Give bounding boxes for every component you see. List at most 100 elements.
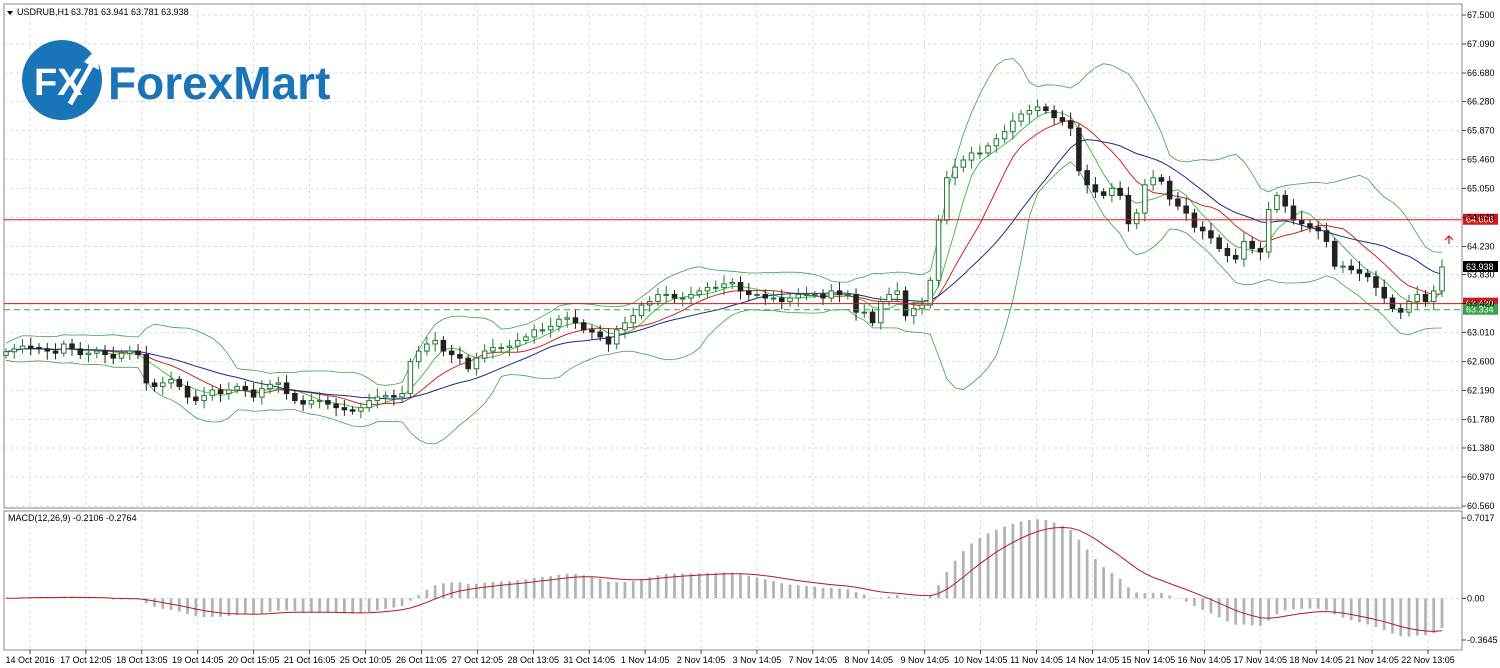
- candle-body: [952, 166, 958, 179]
- candle-body: [52, 350, 59, 354]
- up-arrow-icon: [1444, 235, 1454, 244]
- candle-body: [622, 322, 628, 331]
- candle-body: [77, 348, 84, 356]
- candle-body: [1224, 247, 1231, 257]
- candle-body: [828, 290, 835, 299]
- time-tick-label: 22 Nov 13:05: [1401, 655, 1455, 665]
- candle-body: [1001, 131, 1008, 140]
- candle-body: [745, 290, 752, 295]
- candle-body: [1018, 113, 1024, 122]
- candle-body: [1109, 187, 1115, 196]
- candle-body: [457, 354, 463, 359]
- candle-body: [448, 350, 455, 356]
- candle-body: [1158, 177, 1165, 182]
- time-tick-label: 11 Nov 14:05: [1010, 655, 1063, 665]
- candle-body: [564, 317, 570, 320]
- candle-body: [3, 351, 9, 356]
- time-tick-label: 19 Oct 14:05: [172, 655, 224, 665]
- candle-body: [671, 293, 678, 299]
- candle-body: [1199, 226, 1206, 232]
- candle-body: [737, 281, 744, 292]
- candle-body: [1373, 276, 1379, 288]
- candle-body: [1125, 194, 1132, 225]
- price-tick-label: 65.870: [1467, 125, 1495, 135]
- candle-body: [1166, 180, 1173, 200]
- price-tick-label: 65.460: [1467, 154, 1495, 164]
- candle-body: [1290, 205, 1297, 221]
- time-tick-label: 25 Oct 10:05: [340, 655, 392, 665]
- candle-body: [539, 329, 546, 332]
- candle-body: [1142, 184, 1148, 214]
- candle-body: [341, 407, 348, 411]
- candle-body: [712, 286, 719, 289]
- price-tick-label: 60.970: [1467, 472, 1495, 482]
- time-tick-label: 27 Oct 12:05: [452, 655, 504, 665]
- symbol-label: USDRUB,H1: [17, 7, 69, 17]
- candle-body: [869, 311, 876, 324]
- candle-body: [1265, 209, 1272, 253]
- candle-body: [968, 152, 975, 161]
- candle-body: [886, 293, 892, 303]
- candle-body: [234, 385, 240, 391]
- candle-body: [118, 352, 125, 359]
- candle-body: [300, 400, 306, 405]
- candle-body: [160, 382, 166, 387]
- candle-body: [259, 388, 265, 398]
- time-tick-label: 14 Nov 14:05: [1066, 655, 1120, 665]
- time-tick-label: 17 Oct 12:05: [60, 655, 112, 665]
- candle-body: [1092, 184, 1099, 193]
- candle-body: [1406, 301, 1412, 313]
- resistance-tag-label: 64.606: [1466, 215, 1494, 225]
- time-tick-label: 16 Nov 14:05: [1178, 655, 1232, 665]
- time-tick-label: 18 Oct 13:05: [116, 655, 168, 665]
- time-tick-label: 2 Nov 14:05: [677, 655, 726, 665]
- candle-body: [729, 281, 736, 285]
- candle-body: [1274, 194, 1280, 211]
- price-tick-label: 63.830: [1467, 270, 1495, 280]
- candle-body: [572, 317, 579, 324]
- logo-arrowhead-icon: [84, 48, 99, 70]
- macd-signal-line: [5, 526, 1443, 632]
- candle-body: [1422, 293, 1429, 303]
- candle-body: [911, 308, 917, 317]
- candle-body: [1026, 110, 1033, 115]
- candle-body: [861, 311, 868, 314]
- price-tick-label: 61.380: [1467, 443, 1495, 453]
- time-tick-label: 17 Nov 14:05: [1233, 655, 1287, 665]
- candle-body: [308, 400, 315, 405]
- candle-body: [1133, 212, 1140, 225]
- main-plot-frame: [3, 3, 1463, 509]
- time-tick-label: 26 Oct 11:05: [396, 655, 447, 665]
- time-tick-label: 15 Nov 14:05: [1122, 655, 1176, 665]
- candle-body: [655, 293, 661, 303]
- time-tick-label: 20 Oct 15:05: [228, 655, 280, 665]
- candle-body: [704, 286, 711, 292]
- dashed-tag-label: 63.334: [1466, 305, 1494, 315]
- candle-body: [688, 293, 694, 299]
- candle-body: [613, 329, 620, 345]
- candle-body: [696, 290, 703, 295]
- candle-body: [432, 339, 438, 345]
- candle-body: [1183, 205, 1189, 214]
- candle-body: [151, 382, 158, 387]
- candle-body: [1216, 237, 1222, 249]
- candle-body: [514, 339, 521, 347]
- time-axis: 14 Oct 2016 17 Oct 12:05 18 Oct 13:05 19 Oc…: [5, 650, 1455, 665]
- macd-label: MACD(12,26,9) -0.2106 -0.2764: [8, 513, 137, 523]
- ma-slow-line: [5, 139, 1443, 400]
- dropdown-triangle-icon[interactable]: [7, 11, 13, 15]
- candle-body: [498, 347, 504, 350]
- candle-body: [349, 409, 356, 412]
- price-tick-label: 67.500: [1467, 10, 1495, 20]
- time-tick-label: 18 Nov 14:05: [1289, 655, 1343, 665]
- candle-body: [250, 389, 257, 398]
- candle-body: [1340, 265, 1346, 268]
- candle-body: [201, 395, 207, 402]
- candle-body: [36, 347, 42, 350]
- candle-body: [11, 348, 18, 353]
- price-tick-label: 64.230: [1467, 241, 1495, 251]
- candle-body: [779, 297, 785, 303]
- candle-body: [523, 336, 529, 341]
- candle-body: [366, 400, 372, 409]
- candle-body: [1059, 117, 1066, 122]
